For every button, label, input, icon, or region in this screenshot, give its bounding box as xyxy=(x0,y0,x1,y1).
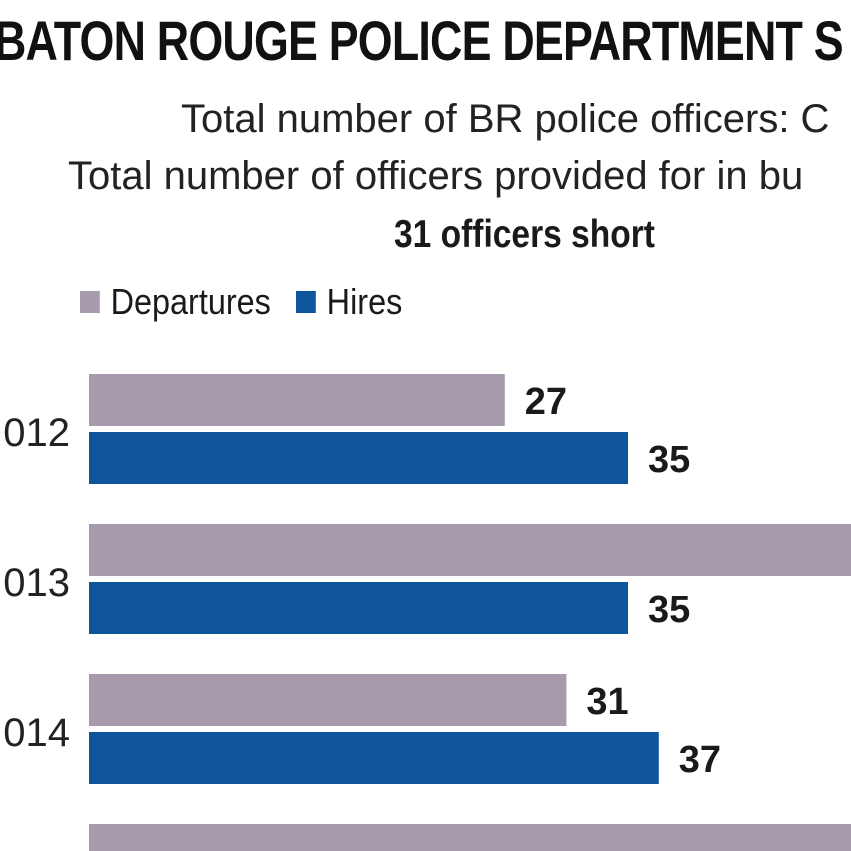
value-label-departures-012: 27 xyxy=(525,381,567,423)
value-label-hires-014: 37 xyxy=(679,739,721,781)
subtitle-budgeted-officers: Total number of officers provided for in… xyxy=(68,154,804,198)
value-label-hires-012: 35 xyxy=(648,439,690,481)
legend-item-hires: Hires xyxy=(296,281,402,323)
bar-hires-012 xyxy=(89,432,628,484)
legend-item-departures: Departures xyxy=(80,281,271,323)
value-label-hires-013: 35 xyxy=(648,589,690,631)
legend: Departures Hires xyxy=(80,281,427,323)
value-label-departures-014: 31 xyxy=(586,681,628,723)
chart-title: BATON ROUGE POLICE DEPARTMENT S xyxy=(0,9,844,72)
bar-departures-012 xyxy=(89,374,505,426)
bar-hires-014 xyxy=(89,732,659,784)
legend-swatch-hires xyxy=(296,291,316,313)
bar-departures-013 xyxy=(89,524,851,576)
legend-swatch-departures xyxy=(80,291,100,313)
year-label-013: 013 xyxy=(3,561,70,605)
bar-hires-013 xyxy=(89,582,628,634)
subtitle-total-officers: Total number of BR police officers: C xyxy=(181,97,830,141)
year-label-012: 012 xyxy=(3,411,70,455)
year-label-014: 014 xyxy=(3,711,70,755)
shortage-note: 31 officers short xyxy=(394,213,655,256)
bar-departures-partial xyxy=(89,824,851,851)
legend-label-hires: Hires xyxy=(326,281,403,322)
legend-label-departures: Departures xyxy=(110,281,271,322)
bar-departures-014 xyxy=(89,674,567,726)
